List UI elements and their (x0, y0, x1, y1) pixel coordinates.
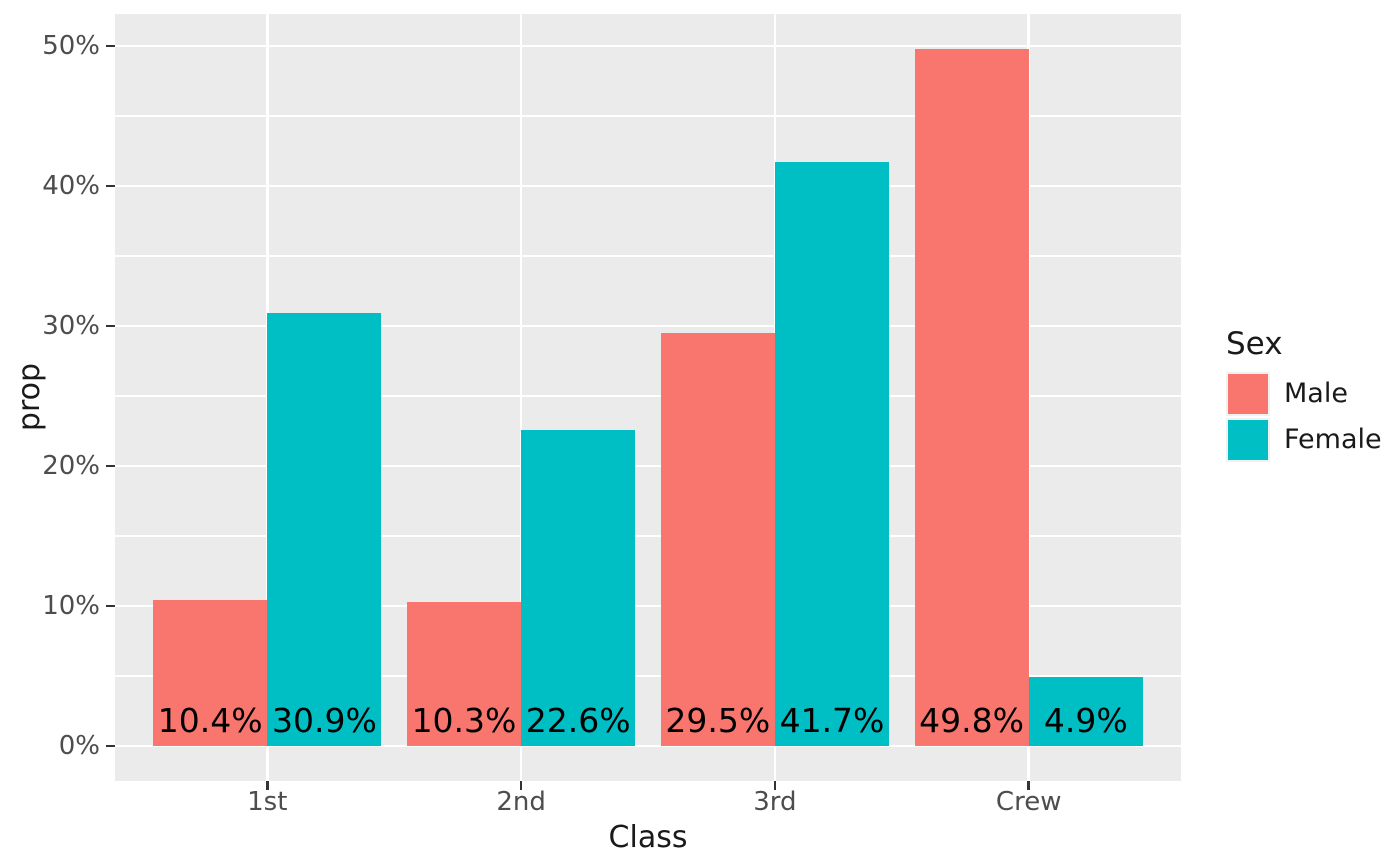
bar-value-label: 30.9% (271, 701, 377, 740)
major-gridline-vertical (519, 14, 523, 781)
legend-item-label: Male (1284, 378, 1348, 409)
y-tick-mark (106, 44, 115, 48)
major-gridline (115, 744, 1181, 748)
legend-item-male: Male (1226, 372, 1382, 416)
y-tick-mark (106, 744, 115, 748)
y-tick-mark (106, 604, 115, 608)
legend-key-swatch (1226, 418, 1270, 462)
major-gridline (115, 324, 1181, 328)
bar-male-2nd (406, 601, 522, 746)
major-gridline (115, 184, 1181, 188)
minor-gridline (115, 535, 1181, 537)
bar-female-crew (1028, 677, 1143, 746)
minor-gridline (115, 255, 1181, 257)
x-tick-label: 3rd (753, 787, 797, 817)
x-tick-label: 1st (247, 787, 288, 817)
bar-male-1st (153, 600, 268, 746)
legend-item-female: Female (1226, 418, 1382, 462)
legend: Sex Male Female (1226, 326, 1382, 464)
plot-panel: 10.4% 10.3% 29.5% 49.8% 30.9% 22.6% 41.7% 4.9% (115, 14, 1181, 781)
x-axis-title: Class (608, 820, 688, 855)
legend-key-swatch (1226, 372, 1270, 416)
major-gridline-vertical (1027, 14, 1030, 781)
bar-value-label: 29.5% (665, 701, 771, 740)
y-tick-mark (106, 324, 115, 328)
bar-female-1st (267, 313, 382, 746)
y-tick-label: 30% (42, 311, 100, 341)
bar-value-label: 41.7% (779, 701, 885, 740)
x-tick-label: 2nd (496, 787, 546, 817)
bar-female-3rd (774, 162, 890, 746)
y-tick-label: 40% (42, 171, 100, 201)
bar-value-label: 49.8% (919, 701, 1025, 740)
bar-male-crew (914, 48, 1029, 746)
bar-value-label: 10.3% (411, 701, 517, 740)
minor-gridline (115, 395, 1181, 397)
bar-male-3rd (660, 333, 775, 746)
y-tick-mark (106, 184, 115, 188)
major-gridline (115, 44, 1181, 48)
x-tick-mark (773, 781, 777, 790)
y-tick-label: 20% (42, 451, 100, 481)
bar-female-2nd (521, 429, 636, 746)
x-tick-label: Crew (995, 787, 1062, 817)
x-tick-mark (1027, 781, 1030, 790)
minor-gridline (115, 675, 1181, 677)
legend-title: Sex (1226, 326, 1283, 362)
major-gridline (115, 604, 1181, 608)
bar-value-label: 4.9% (1043, 701, 1128, 740)
bar-value-label: 10.4% (157, 701, 263, 740)
y-tick-label: 0% (58, 731, 100, 761)
y-tick-mark (106, 464, 115, 468)
x-tick-mark (266, 781, 269, 790)
bar-value-label: 22.6% (525, 701, 631, 740)
major-gridline (115, 464, 1181, 468)
x-tick-mark (519, 781, 523, 790)
y-axis-title: prop (12, 362, 47, 432)
y-tick-label: 50% (42, 31, 100, 61)
legend-item-label: Female (1284, 424, 1382, 455)
y-tick-label: 10% (42, 591, 100, 621)
minor-gridline (115, 115, 1181, 117)
